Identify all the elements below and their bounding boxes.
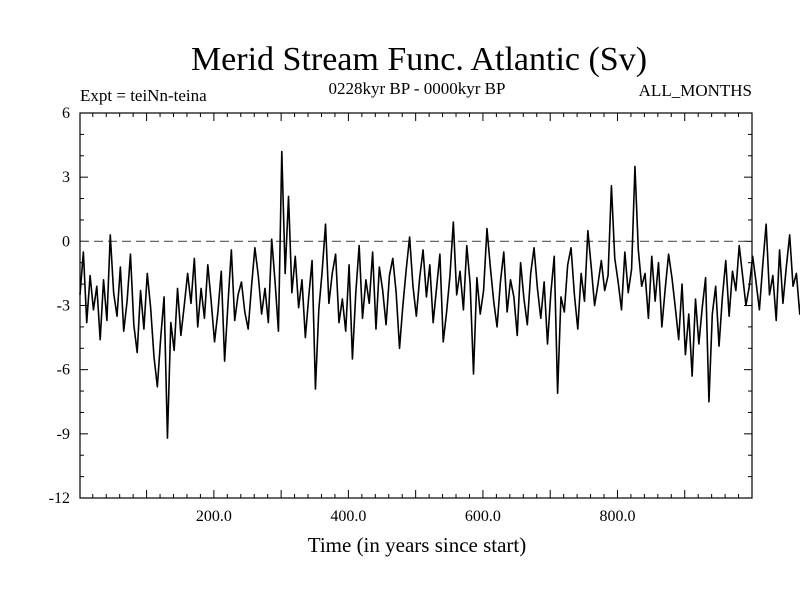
y-tick-label: 0: [62, 233, 70, 250]
x-tick-label: 600.0: [465, 508, 501, 525]
experiment-label: Expt = teiNn-teina: [80, 86, 207, 105]
plot-area: 6 3 0 -3 -6 -9 -12 200.0 400.0 600.0 800.0: [49, 105, 800, 525]
x-tick-label: 400.0: [330, 508, 366, 525]
x-tick-label: 200.0: [196, 508, 232, 525]
plot-frame: [79, 112, 753, 499]
x-tick-label: 800.0: [599, 508, 635, 525]
y-tick-label: -9: [57, 426, 70, 443]
y-tick-label: -3: [57, 298, 70, 315]
time-range-label: 0228kyr BP - 0000kyr BP: [329, 79, 506, 98]
months-label: ALL_MONTHS: [639, 81, 752, 100]
data-series-line: [79, 150, 800, 439]
chart-title: Merid Stream Func. Atlantic (Sv): [191, 41, 647, 78]
y-tick-label: 6: [62, 105, 70, 122]
y-tick-label: -12: [49, 490, 70, 507]
y-tick-label: -6: [57, 362, 70, 379]
y-tick-label: 3: [62, 169, 70, 186]
x-axis-label: Time (in years since start): [308, 533, 527, 557]
